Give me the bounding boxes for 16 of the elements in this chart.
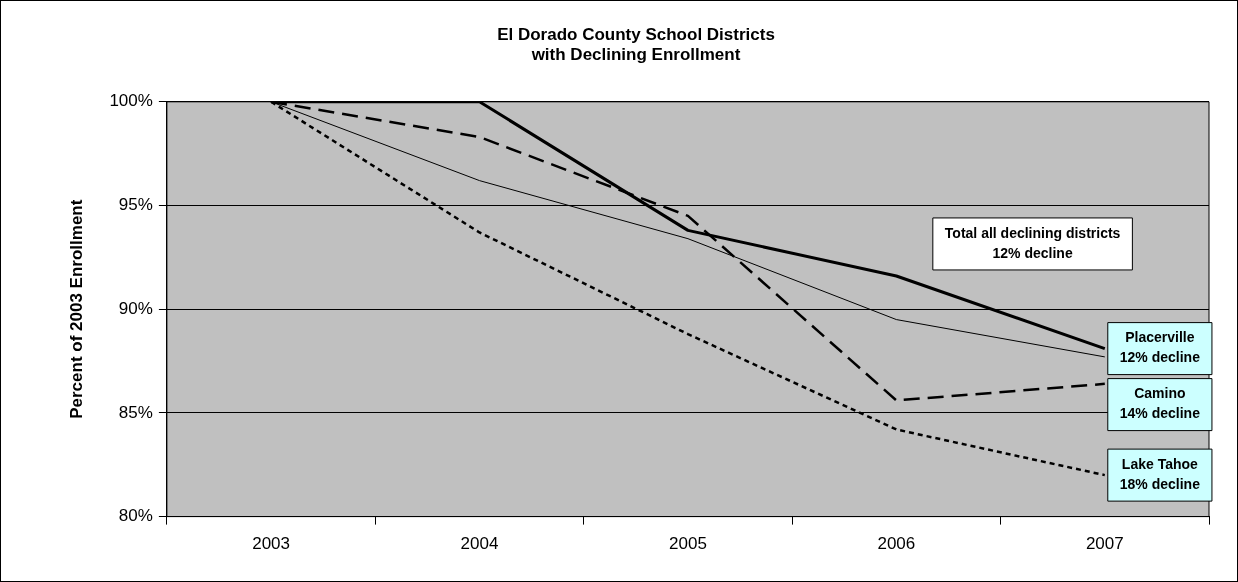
annotation: Total all declining districts 12% decline [944, 224, 1121, 261]
y-tick-label: 90% [118, 298, 153, 318]
annotation: Placerville 12% decline [1119, 329, 1201, 366]
y-tick-label: 95% [118, 195, 153, 215]
y-tick-label: 85% [118, 402, 153, 422]
y-axis-title: Percent of 2003 Enrollment [66, 199, 86, 419]
annotation: Lake Tahoe 18% decline [1119, 455, 1201, 492]
x-tick-label: 2003 [252, 534, 291, 554]
y-tick-label: 100% [109, 91, 153, 111]
y-tick-label: 80% [118, 506, 153, 526]
x-tick-label: 2007 [1085, 534, 1124, 554]
chart-title: El Dorado County School Districts with Declining Enrollment [497, 24, 775, 65]
x-tick-label: 2004 [460, 534, 499, 554]
x-tick-label: 2005 [669, 534, 707, 554]
x-tick-label: 2006 [877, 534, 916, 554]
annotation: Camino 14% decline [1119, 385, 1201, 422]
